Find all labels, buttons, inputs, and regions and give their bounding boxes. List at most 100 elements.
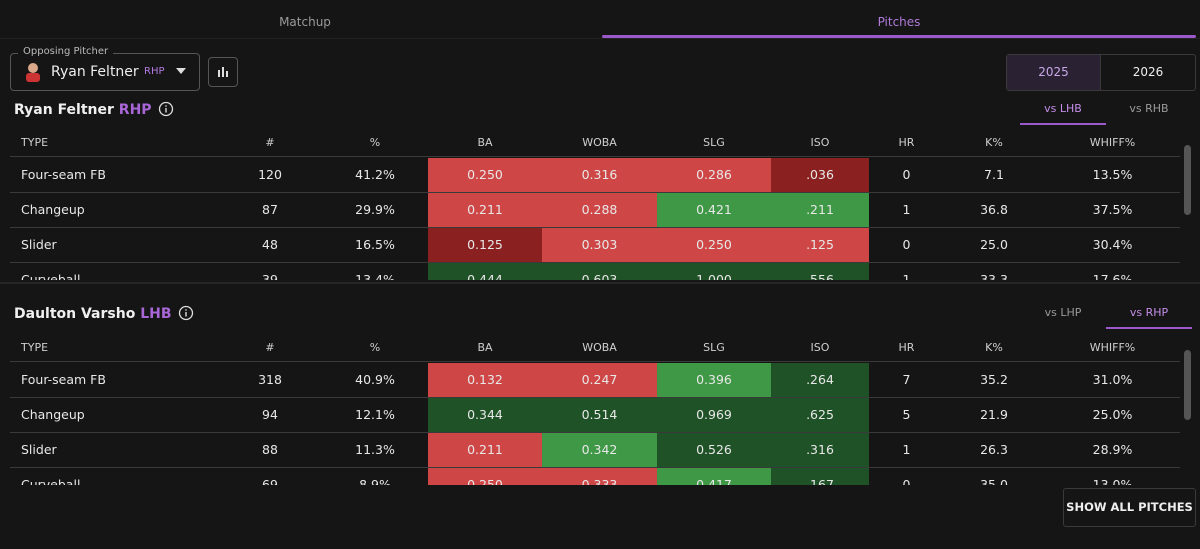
table-cell: 0	[902, 477, 911, 485]
table-cell: 0.288	[542, 193, 657, 227]
table-cell: 33.3	[980, 272, 1008, 280]
year-option[interactable]: 2025	[1007, 55, 1100, 90]
table-cell: 0.344	[428, 398, 542, 432]
chart-button[interactable]	[208, 57, 238, 87]
stats-table: TYPE #% BA WOBA SLG ISO HR K% WHIFF% Four-seam FB…	[10, 335, 1180, 485]
column-header: K%	[985, 341, 1003, 354]
select-label: Opposing Pitcher	[18, 46, 114, 57]
split-toggle[interactable]: vs LHP	[1044, 306, 1082, 319]
table-cell: Changeup	[21, 202, 85, 217]
table-cell: .625	[771, 398, 869, 432]
table-cell: 1.000	[657, 263, 771, 280]
table-cell: 1	[902, 442, 911, 457]
table-cell: 0.396	[657, 363, 771, 397]
info-icon[interactable]	[178, 305, 194, 321]
table-cell: 7.1	[984, 167, 1004, 182]
table-cell: Slider	[21, 442, 57, 457]
table-cell: 17.6%	[1092, 272, 1133, 280]
year-option[interactable]: 2026	[1100, 55, 1195, 90]
table-cell: 87	[262, 202, 278, 217]
column-header: WHIFF%	[1089, 341, 1136, 354]
player-name: Daulton Varsho	[14, 306, 136, 322]
table-cell: 12.1%	[355, 407, 395, 422]
table-cell: 48	[262, 237, 278, 252]
table-cell: 36.8	[980, 202, 1008, 217]
table-cell: 0.316	[542, 158, 657, 192]
table-cell: 37.5%	[1092, 202, 1133, 217]
table-cell: .211	[771, 193, 869, 227]
table-cell: 35.2	[980, 372, 1008, 387]
row-divider	[10, 156, 1180, 157]
table-cell: 0.969	[657, 398, 771, 432]
table-cell: 0.250	[428, 468, 542, 485]
split-toggle[interactable]: vs RHB	[1129, 102, 1169, 115]
table-cell: 120	[258, 167, 282, 182]
table-cell: 13.0%	[1092, 477, 1133, 485]
table-cell: 30.4%	[1092, 237, 1133, 252]
table-cell: .556	[771, 263, 869, 280]
table-cell: 13.5%	[1092, 167, 1133, 182]
table-cell: 16.5%	[355, 237, 395, 252]
row-divider	[10, 432, 1180, 433]
column-header: WOBA	[582, 136, 617, 149]
pitcher-hand: RHP	[144, 66, 165, 77]
table-cell: Curveball	[21, 477, 81, 485]
column-header: ISO	[810, 136, 830, 149]
tab[interactable]: Matchup	[279, 15, 331, 29]
table-cell: 11.3%	[355, 442, 395, 457]
show-all-button[interactable]: SHOW ALL PITCHES	[1063, 488, 1196, 527]
section-title: Daulton Varsho LHB	[14, 305, 194, 322]
row-divider	[10, 192, 1180, 193]
column-header: WHIFF%	[1089, 136, 1136, 149]
table-cell: 0.417	[657, 468, 771, 485]
column-header: TYPE	[21, 136, 49, 149]
row-divider	[10, 262, 1180, 263]
table-cell: 13.4%	[355, 272, 395, 280]
table-cell: 21.9	[980, 407, 1008, 422]
dropdown-icon	[176, 68, 186, 74]
table-cell: 35.0	[980, 477, 1008, 485]
avatar	[26, 63, 40, 82]
column-header: #	[265, 136, 275, 149]
column-header: ISO	[810, 341, 830, 354]
row-divider	[10, 397, 1180, 398]
table-cell: 41.2%	[355, 167, 395, 182]
column-header: TYPE	[21, 341, 49, 354]
table-cell: .316	[771, 433, 869, 467]
table-cell: 0.333	[542, 468, 657, 485]
table-cell: Four-seam FB	[21, 372, 106, 387]
table-cell: 29.9%	[355, 202, 395, 217]
table-cell: 0.125	[428, 228, 542, 262]
column-header: SLG	[703, 136, 725, 149]
pitcher-name: Ryan Feltner	[51, 64, 139, 80]
split-toggle[interactable]: vs LHB	[1020, 99, 1106, 125]
column-header: SLG	[703, 341, 725, 354]
column-header: BA	[477, 136, 493, 149]
table-cell: 26.3	[980, 442, 1008, 457]
table-cell: 7	[902, 372, 911, 387]
info-icon[interactable]	[158, 101, 174, 117]
table-cell: 31.0%	[1092, 372, 1133, 387]
scrollbar	[1184, 145, 1191, 215]
tab[interactable]: Pitches	[877, 15, 921, 29]
row-divider	[10, 227, 1180, 228]
table-cell: .125	[771, 228, 869, 262]
table-cell: 25.0	[980, 237, 1008, 252]
table-cell: 0.286	[657, 158, 771, 192]
tab-indicator	[602, 35, 1196, 38]
column-header: HR	[898, 341, 915, 354]
table-cell: 0.211	[428, 193, 542, 227]
table-cell: 0.303	[542, 228, 657, 262]
table-cell: Slider	[21, 237, 57, 252]
column-header: %	[369, 136, 381, 149]
table-cell: 318	[258, 372, 282, 387]
row-divider	[10, 361, 1180, 362]
table-cell: Four-seam FB	[21, 167, 106, 182]
table-cell: Curveball	[21, 272, 81, 280]
table-cell: 8.9%	[359, 477, 391, 485]
table-cell: 69	[262, 477, 278, 485]
table-cell: 0.603	[542, 263, 657, 280]
table-cell: 0.514	[542, 398, 657, 432]
split-toggle[interactable]: vs RHP	[1106, 303, 1192, 329]
